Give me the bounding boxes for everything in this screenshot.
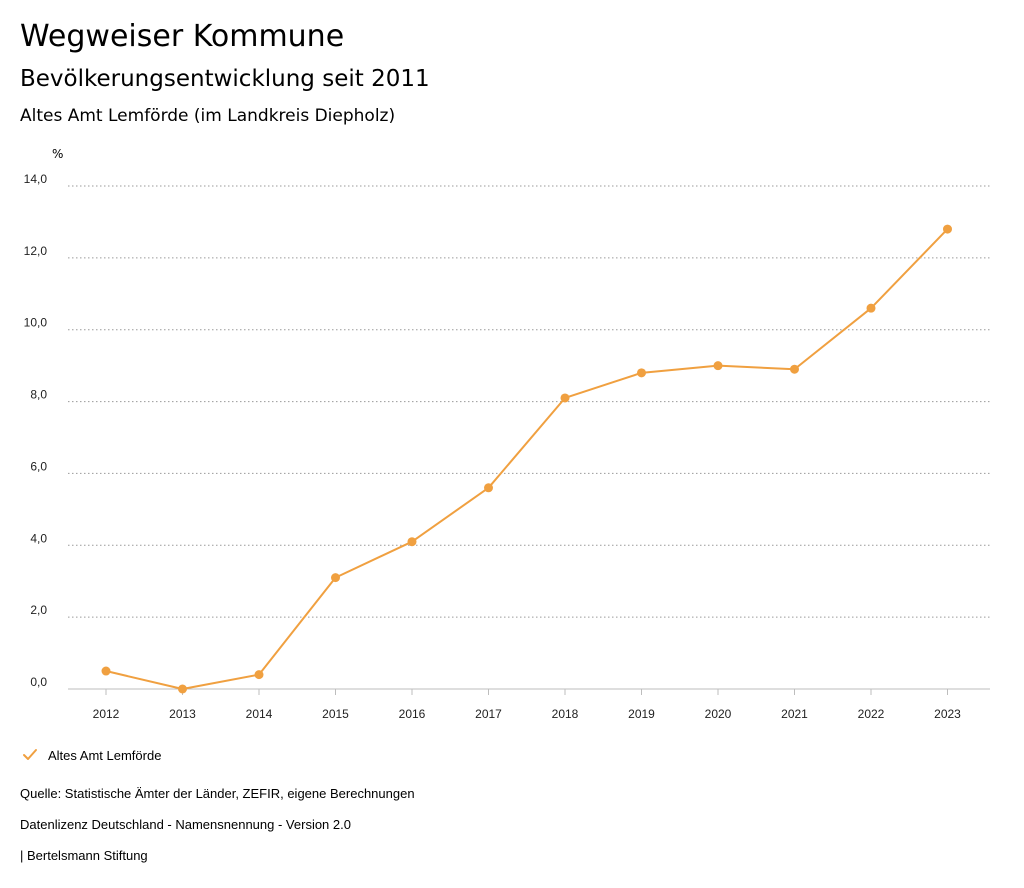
publisher-note: | Bertelsmann Stiftung <box>20 848 148 863</box>
y-tick-label: 12,0 <box>24 244 48 258</box>
line-chart: 0,0 2,0 4,0 6,0 8,0 10,0 12,0 14,0 2012 2013 2014… <box>24 172 990 721</box>
data-point[interactable] <box>637 368 646 378</box>
x-axis: 2012 2013 2014 2015 2016 2017 2018 2019 2020 2021… <box>68 688 990 721</box>
x-tick-label: 2015 <box>322 707 349 721</box>
y-tick-label: 4,0 <box>30 531 47 545</box>
license-note: Datenlizenz Deutschland - Namensnennung … <box>20 817 351 832</box>
legend-item-label: Altes Amt Lemförde <box>48 747 162 763</box>
series-line <box>105 228 949 690</box>
data-point[interactable] <box>178 684 187 694</box>
data-point[interactable] <box>790 364 799 374</box>
data-point[interactable] <box>331 573 340 583</box>
y-tick-label: 10,0 <box>24 316 48 330</box>
source-note: Quelle: Statistische Ämter der Länder, Z… <box>20 786 415 801</box>
checkmark-icon <box>23 749 37 760</box>
x-tick-label: 2012 <box>93 707 120 721</box>
data-point[interactable] <box>560 393 570 403</box>
data-point[interactable] <box>254 670 264 680</box>
legend[interactable]: Altes Amt Lemförde <box>22 745 161 765</box>
x-tick-label: 2016 <box>399 707 426 721</box>
y-axis-ticks: 0,0 2,0 4,0 6,0 8,0 10,0 12,0 14,0 <box>24 172 48 689</box>
x-tick-label: 2023 <box>934 707 961 721</box>
x-tick-label: 2017 <box>475 707 502 721</box>
data-point[interactable] <box>484 483 493 493</box>
x-tick-label: 2019 <box>628 707 655 721</box>
x-tick-label: 2020 <box>705 707 732 721</box>
y-tick-label: 2,0 <box>30 603 47 617</box>
data-point[interactable] <box>943 224 952 234</box>
y-axis-unit-label: % <box>52 147 64 161</box>
data-point[interactable] <box>866 303 876 313</box>
series-layer <box>101 224 952 694</box>
page-title: Wegweiser Kommune <box>20 19 345 54</box>
data-point[interactable] <box>101 666 111 676</box>
region-label: Altes Amt Lemförde (im Landkreis Diephol… <box>20 106 396 126</box>
x-tick-label: 2021 <box>781 707 808 721</box>
data-point[interactable] <box>407 537 417 547</box>
chart-subtitle: Bevölkerungsentwicklung seit 2011 <box>20 66 430 92</box>
grid-lines <box>68 185 990 690</box>
x-tick-label: 2013 <box>169 707 196 721</box>
y-tick-label: 0,0 <box>30 675 47 689</box>
x-tick-label: 2022 <box>858 707 885 721</box>
x-tick-label: 2018 <box>552 707 579 721</box>
data-point[interactable] <box>713 361 723 371</box>
x-tick-label: 2014 <box>246 707 273 721</box>
y-tick-label: 6,0 <box>30 459 47 473</box>
y-tick-label: 14,0 <box>24 172 48 186</box>
y-tick-label: 8,0 <box>30 388 47 402</box>
